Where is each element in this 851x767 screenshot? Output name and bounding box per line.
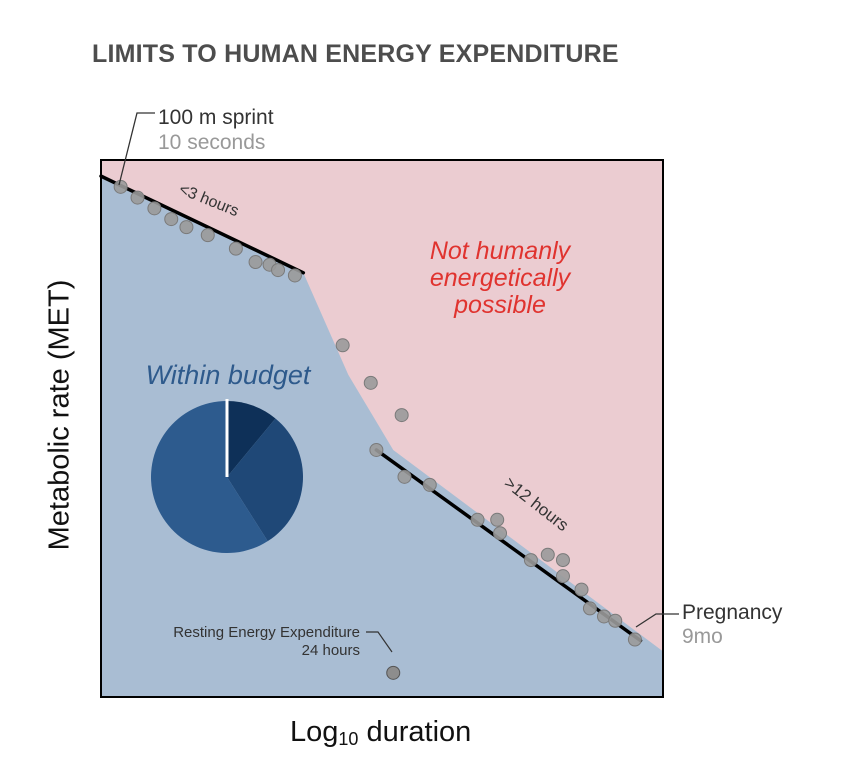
impossible-region-label-line: possible xyxy=(453,291,546,319)
data-point xyxy=(147,201,162,216)
data-point xyxy=(470,512,485,527)
data-point xyxy=(271,263,286,278)
sprint-leader-line xyxy=(118,112,155,186)
data-point xyxy=(287,268,302,283)
data-point xyxy=(335,338,350,353)
data-point xyxy=(113,179,128,194)
resting-energy-point xyxy=(386,665,401,680)
x-axis-label-suffix: duration xyxy=(358,716,472,748)
data-point xyxy=(555,569,570,584)
data-point xyxy=(490,512,505,527)
pie-slice xyxy=(227,401,276,477)
data-point xyxy=(540,547,555,562)
data-point xyxy=(555,553,570,568)
data-point xyxy=(608,613,623,628)
data-point xyxy=(574,582,589,597)
resting-label: Resting Energy Expenditure xyxy=(173,624,360,641)
data-point xyxy=(397,469,412,484)
data-point xyxy=(627,632,642,647)
data-point xyxy=(422,477,437,492)
impossible-region-label-line: energetically xyxy=(430,264,572,292)
possible-region-label: Within budget xyxy=(146,360,312,390)
chart-title: LIMITS TO HUMAN ENERGY EXPENDITURE xyxy=(92,40,619,68)
possible-region xyxy=(101,176,663,698)
pregnancy-sublabel: 9mo xyxy=(682,625,723,648)
data-point xyxy=(200,228,215,243)
sprint-sublabel: 10 seconds xyxy=(158,131,265,154)
resting-sublabel: 24 hours xyxy=(302,642,360,659)
pie-slice xyxy=(151,401,268,553)
sprint-label: 100 m sprint xyxy=(158,106,274,129)
data-point xyxy=(493,526,508,541)
data-point xyxy=(363,375,378,390)
x-axis-label-prefix: Log xyxy=(290,716,339,748)
data-point xyxy=(582,601,597,616)
data-point xyxy=(130,190,145,205)
data-point xyxy=(179,220,194,235)
pie-slice xyxy=(227,418,303,542)
data-point xyxy=(228,241,243,256)
x-axis-label: Log10 duration xyxy=(290,716,471,750)
data-point xyxy=(248,255,263,270)
data-point xyxy=(523,553,538,568)
impossible-region-label-line: Not humanly xyxy=(430,237,572,265)
pregnancy-label: Pregnancy xyxy=(682,601,783,624)
pregnancy-leader-line xyxy=(635,613,679,628)
data-point xyxy=(164,212,179,227)
plot-frame xyxy=(100,159,664,698)
data-point xyxy=(369,442,384,457)
resting-leader-line xyxy=(366,631,393,653)
data-point xyxy=(394,408,409,423)
y-axis-label-text: Metabolic rate (MET) xyxy=(43,279,76,551)
x-axis-label-subscript: 10 xyxy=(338,729,359,749)
